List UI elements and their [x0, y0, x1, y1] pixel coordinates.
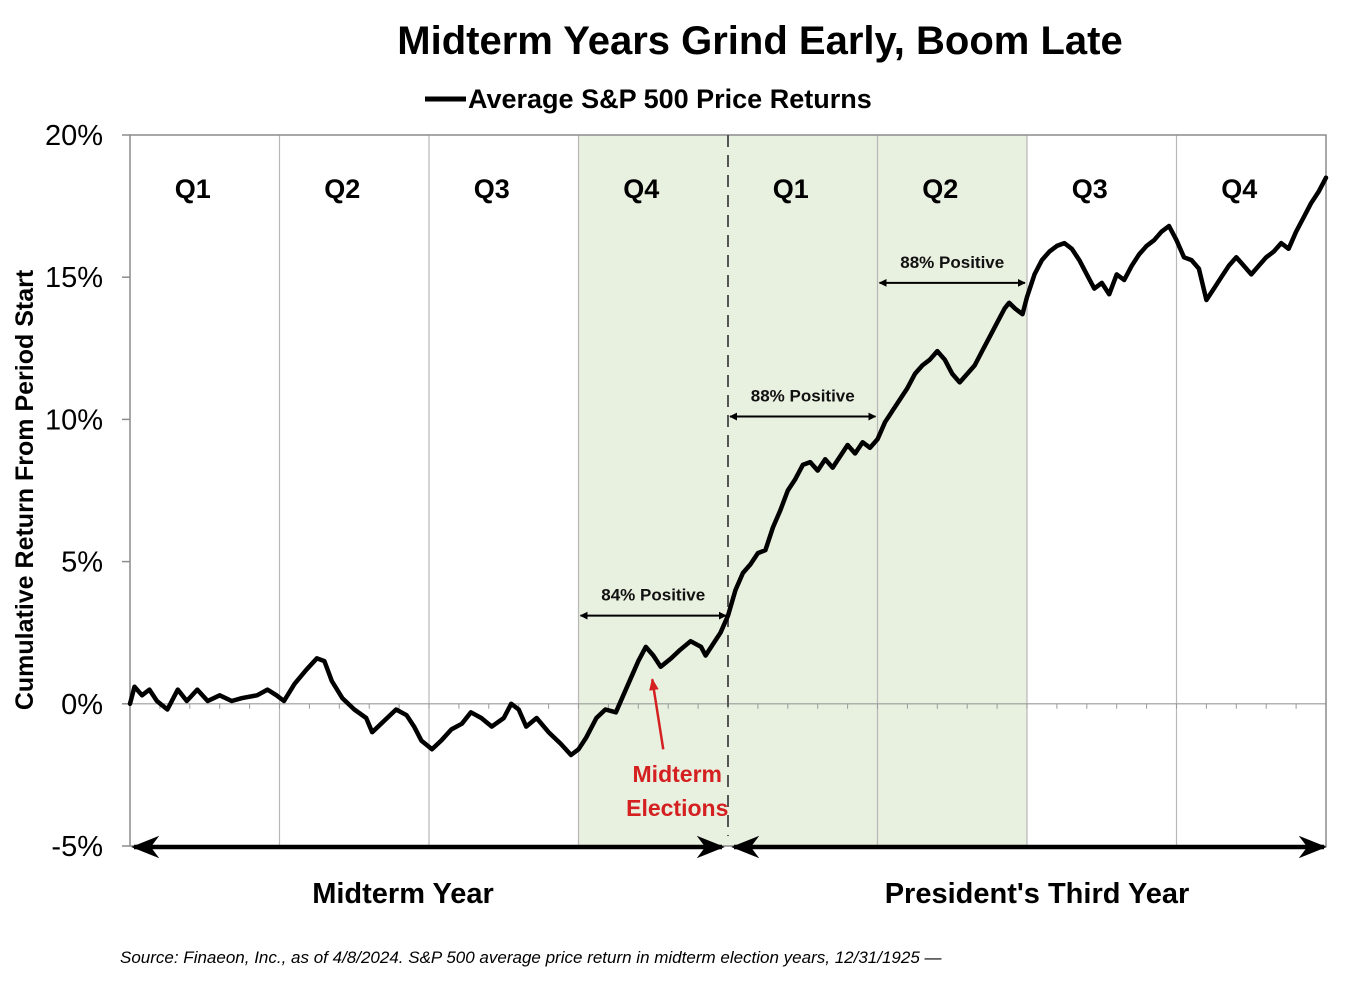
quarter-labels: Q1 Q2 Q3 Q4 Q1 Q2 Q3 Q4 [175, 174, 1258, 204]
quarter-label: Q4 [1221, 174, 1257, 204]
annotation-label: 88% Positive [900, 253, 1004, 272]
y-axis-label: Cumulative Return From Period Start [11, 269, 39, 710]
series-line [127, 175, 1329, 758]
quarter-label: Q3 [474, 174, 510, 204]
y-tick-label: -5% [51, 831, 103, 863]
shade-q3 [578, 135, 728, 846]
y-tick-label: 15% [45, 262, 103, 294]
shade-q4 [728, 135, 878, 846]
quarter-label: Q1 [773, 174, 809, 204]
midterm-elections-label-line2: Elections [626, 795, 728, 821]
quarter-label: Q2 [324, 174, 360, 204]
quarter-label: Q2 [922, 174, 958, 204]
y-tick-label: 20% [45, 120, 103, 152]
quarter-label: Q1 [175, 174, 211, 204]
shade-q5 [877, 135, 1027, 846]
y-tick-label: 10% [45, 404, 103, 436]
y-tick-label: 0% [61, 689, 103, 721]
legend-label: Average S&P 500 Price Returns [468, 84, 872, 114]
midterm-elections-label-line1: Midterm [633, 761, 722, 787]
shaded-quarters [578, 135, 1027, 846]
period-arrows: Midterm Year President's Third Year [131, 835, 1327, 910]
chart-title: Midterm Years Grind Early, Boom Late [397, 19, 1122, 63]
annotation-label: 88% Positive [751, 387, 855, 406]
period-label: President's Third Year [885, 878, 1190, 910]
period-label: Midterm Year [312, 878, 494, 910]
annotations: 84% Positive 88% Positive 88% Positive [579, 253, 1026, 620]
quarter-label: Q3 [1072, 174, 1108, 204]
y-tick-label: 5% [61, 547, 103, 579]
annotation-label: 84% Positive [601, 586, 705, 605]
y-axis-ticks: 20% 15% 10% 5% 0% -5% [45, 120, 130, 863]
source-note: Source: Finaeon, Inc., as of 4/8/2024. S… [120, 948, 943, 967]
midterm-elections-arrow [649, 678, 665, 750]
quarter-label: Q4 [623, 174, 659, 204]
gridlines [130, 135, 1326, 846]
